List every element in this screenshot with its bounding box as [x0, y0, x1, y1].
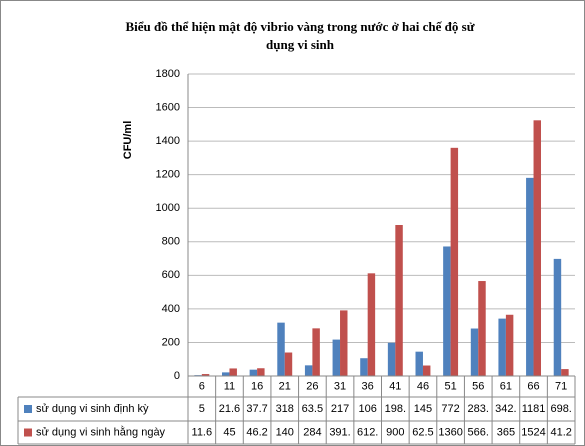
bar: [201, 374, 210, 376]
bar: [340, 310, 348, 376]
bar: [229, 368, 237, 376]
table-cell: 566.: [468, 426, 489, 438]
table-cell: 698.: [550, 403, 571, 415]
table-cell: 217: [331, 403, 349, 415]
x-tick-label: 71: [555, 380, 567, 392]
table-cell: 1524: [521, 426, 545, 438]
table-cell: 21.6: [219, 403, 240, 415]
bar: [526, 177, 534, 376]
x-tick-label: 36: [362, 380, 374, 392]
table-cell: 63.5: [302, 403, 323, 415]
bar: [387, 342, 396, 376]
table-cell: 140: [276, 426, 294, 438]
table-cell: 145: [414, 403, 432, 415]
bar: [470, 328, 479, 376]
table-cell: 45: [223, 426, 235, 438]
table-cell: 62.5: [412, 426, 433, 438]
bar: [478, 281, 486, 376]
bar: [422, 365, 431, 376]
table-cell: 1181: [522, 403, 546, 415]
table-cell: 11.6: [192, 426, 213, 438]
table-cell: 318: [276, 403, 294, 415]
table-cell: 37.7: [246, 403, 267, 415]
bar: [367, 273, 376, 376]
y-tick-label: 1600: [156, 101, 180, 113]
x-tick-label: 31: [334, 380, 346, 392]
x-tick-label: 51: [444, 380, 456, 392]
bar: [284, 352, 293, 376]
table-cell: 612.: [357, 426, 378, 438]
bar: [561, 369, 569, 376]
bar: [415, 351, 423, 376]
table-cell: 772: [441, 403, 459, 415]
bar: [249, 369, 258, 376]
bar: [304, 365, 313, 376]
y-tick-label: 1400: [156, 135, 180, 147]
bar: [443, 246, 451, 376]
x-tick-label: 26: [306, 380, 318, 392]
x-tick-label: 46: [417, 380, 429, 392]
table-cell: 283.: [468, 403, 489, 415]
table-cell: 198.: [385, 403, 406, 415]
y-tick-label: 200: [162, 336, 180, 348]
y-tick-label: 600: [162, 269, 180, 281]
table-cell: 106: [358, 403, 376, 415]
table-cell: 5: [199, 403, 205, 415]
table-cell: 284: [303, 426, 321, 438]
legend-label: sử dụng vi sinh định kỳ: [36, 403, 149, 415]
bar: [395, 225, 403, 376]
table-cell: 1360: [438, 426, 462, 438]
bar: [257, 368, 265, 376]
legend-key: [24, 428, 32, 437]
x-tick-label: 61: [500, 380, 512, 392]
table-cell: 365: [497, 426, 515, 438]
x-tick-label: 66: [527, 380, 539, 392]
bar: [498, 318, 506, 376]
bar: [533, 120, 541, 376]
bar: [450, 147, 459, 376]
table-cell: 342.: [495, 403, 516, 415]
x-tick-label: 6: [199, 380, 205, 392]
chart-title: Biểu đồ thể hiện mật độ vibrio vàng tron…: [125, 19, 474, 34]
x-tick-label: 41: [389, 380, 401, 392]
bar: [505, 314, 514, 376]
bar: [553, 258, 562, 376]
y-tick-label: 1200: [156, 169, 180, 181]
y-tick-label: 1000: [156, 202, 180, 214]
x-tick-label: 21: [279, 380, 291, 392]
bar: [360, 358, 368, 376]
x-tick-label: 56: [472, 380, 484, 392]
legend-label: sử dụng vi sinh hằng ngày: [36, 425, 166, 438]
y-tick-label: 800: [162, 236, 180, 248]
chart-title: dụng vi sinh: [266, 37, 335, 52]
table-cell: 391.: [329, 426, 350, 438]
y-axis-label: CFU/ml: [122, 121, 134, 160]
x-tick-label: 16: [251, 380, 263, 392]
bar: [312, 328, 320, 376]
bar: [332, 339, 341, 376]
x-tick-label: 11: [224, 380, 235, 392]
table-cell: 46.2: [246, 426, 267, 438]
y-tick-label: 0: [174, 370, 180, 382]
table-cell: 41.2: [550, 426, 571, 438]
bar: [277, 322, 285, 376]
y-tick-label: 1800: [156, 68, 180, 80]
table-cell: 900: [386, 426, 404, 438]
legend-key: [24, 405, 32, 413]
y-tick-label: 400: [162, 303, 180, 315]
bar: [222, 372, 230, 376]
